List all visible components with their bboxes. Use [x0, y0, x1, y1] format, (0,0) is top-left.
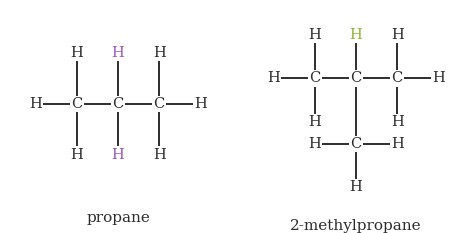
Text: C: C — [112, 97, 124, 111]
Text: H: H — [350, 180, 362, 194]
Text: H: H — [112, 46, 124, 60]
Text: H: H — [29, 97, 42, 111]
Text: H: H — [153, 147, 165, 161]
Text: H: H — [391, 115, 403, 129]
Text: C: C — [309, 72, 320, 86]
Text: C: C — [392, 72, 403, 86]
Text: H: H — [432, 72, 445, 86]
Text: H: H — [71, 46, 83, 60]
Text: C: C — [154, 97, 165, 111]
Text: H: H — [391, 137, 403, 151]
Text: H: H — [267, 72, 280, 86]
Text: C: C — [71, 97, 82, 111]
Text: H: H — [112, 147, 124, 161]
Text: C: C — [350, 72, 362, 86]
Text: C: C — [350, 137, 362, 151]
Text: H: H — [71, 147, 83, 161]
Text: propane: propane — [86, 211, 150, 225]
Text: H: H — [309, 28, 321, 42]
Text: H: H — [391, 28, 403, 42]
Text: H: H — [350, 28, 362, 42]
Text: H: H — [309, 115, 321, 129]
Text: 2-methylpropane: 2-methylpropane — [290, 219, 422, 233]
Text: H: H — [153, 46, 165, 60]
Text: H: H — [309, 137, 321, 151]
Text: H: H — [194, 97, 207, 111]
